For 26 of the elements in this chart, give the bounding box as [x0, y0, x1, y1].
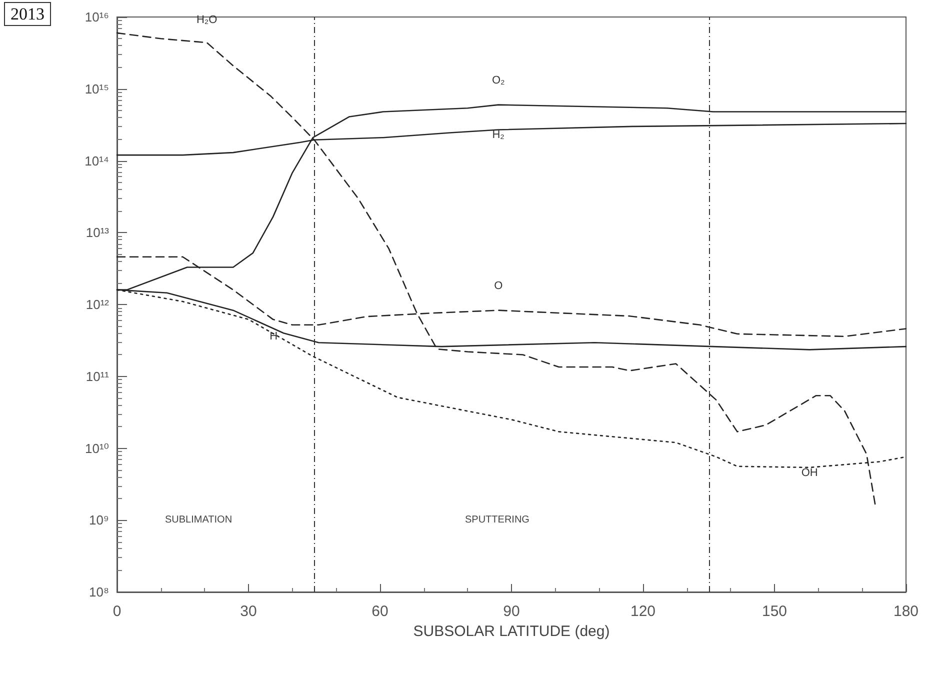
- y-tick-label: 10¹³: [86, 225, 110, 240]
- x-tick-label: 60: [372, 603, 388, 620]
- y-tick-label: 10¹⁴: [84, 153, 109, 168]
- x-tick-label: 0: [112, 603, 122, 620]
- x-tick-label: 180: [893, 603, 919, 620]
- series-label: OH: [801, 466, 818, 479]
- x-tick-label: 90: [503, 603, 520, 620]
- annotation: SPUTTERING: [465, 514, 530, 526]
- series-label: H₂: [492, 129, 504, 142]
- series-label: H₂O: [196, 14, 218, 26]
- series-label: H: [270, 330, 278, 343]
- y-tick-label: 10¹⁵: [84, 81, 109, 96]
- text: 2013: [10, 4, 44, 24]
- y-tick-label: 10¹⁶: [84, 10, 109, 24]
- x-tick-label: 150: [762, 603, 788, 620]
- y-tick-label: 10¹⁰: [84, 440, 109, 456]
- series-label: O: [494, 280, 504, 292]
- annotation: SUBLIMATION: [165, 514, 232, 526]
- x-axis-title: SUBSOLAR LATITUDE (deg): [413, 622, 610, 640]
- y-tick-label: 10⁹: [88, 512, 109, 528]
- y-tick-label: 10¹²: [86, 297, 110, 312]
- y-tick-label: 10⁸: [89, 584, 109, 600]
- x-tick-label: 30: [240, 603, 257, 620]
- series-label: O₂: [492, 74, 505, 86]
- x-tick-label: 120: [630, 603, 656, 620]
- y-tick-label: 10¹¹: [86, 368, 110, 384]
